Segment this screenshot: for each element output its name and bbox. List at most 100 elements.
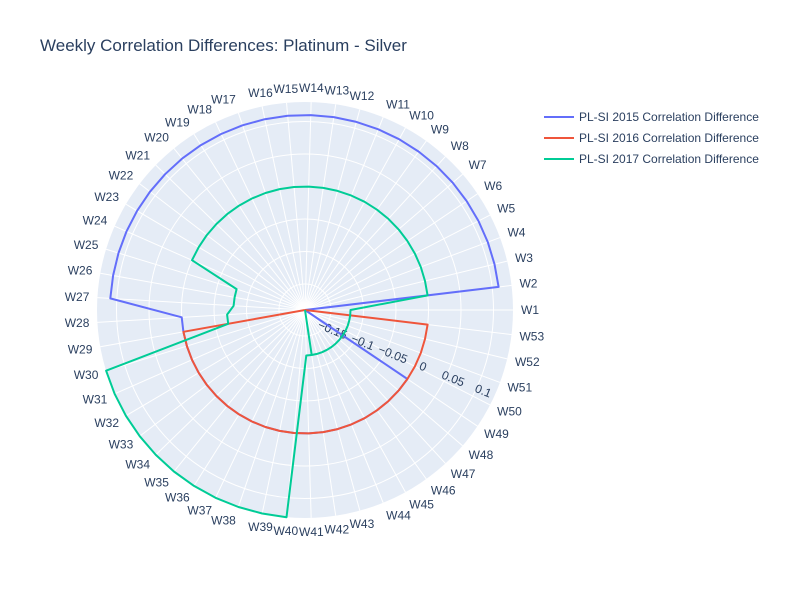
angular-gridline [155, 309, 306, 456]
angular-tick-label: W47 [451, 467, 476, 481]
angular-tick-label: W52 [515, 355, 540, 369]
angular-gridline [304, 109, 361, 311]
legend-item[interactable]: PL-SI 2015 Correlation Difference [544, 110, 759, 124]
angular-tick-label: W7 [469, 158, 487, 172]
angular-tick-label: W6 [484, 179, 502, 193]
angular-gridline [304, 173, 463, 311]
angular-tick-label: W24 [83, 214, 108, 228]
radial-gridline [116, 121, 494, 499]
angular-tick-label: W27 [65, 290, 90, 304]
angular-tick-label: W13 [325, 83, 350, 97]
radial-gridline [148, 153, 462, 467]
series-line [182, 309, 429, 435]
angular-tick-label: W15 [273, 82, 298, 96]
angular-tick-label: W20 [144, 131, 169, 145]
legend-item[interactable]: PL-SI 2017 Correlation Difference [544, 152, 759, 166]
angular-gridline [304, 309, 312, 518]
angular-gridline [237, 309, 306, 508]
angular-tick-label: W48 [469, 448, 494, 462]
angular-tick-label: W10 [409, 109, 434, 123]
angular-tick-label: W12 [350, 89, 375, 103]
angular-gridline [304, 214, 491, 311]
angular-gridline [105, 309, 306, 372]
angular-gridline [100, 272, 306, 311]
angular-tick-label: W4 [507, 226, 525, 240]
angular-gridline [237, 112, 306, 311]
angular-tick-label: W44 [386, 509, 411, 523]
angular-tick-label: W3 [515, 251, 533, 265]
series-line [105, 185, 429, 519]
angular-tick-label: W14 [299, 81, 324, 95]
angular-gridline [304, 309, 427, 480]
chart-title: Weekly Correlation Differences: Platinum… [40, 36, 407, 55]
angular-tick-label: W35 [144, 475, 169, 489]
angular-gridline [261, 309, 306, 514]
angular-tick-label: W25 [74, 238, 99, 252]
angular-tick-label: W30 [74, 368, 99, 382]
angular-tick-label: W22 [109, 168, 134, 182]
angular-gridline [215, 122, 306, 311]
angular-tick-label: W19 [165, 115, 190, 129]
angular-gridline [304, 140, 427, 311]
angular-gridline [304, 104, 337, 311]
angular-tick-label: W39 [248, 520, 273, 534]
angular-tick-label: W28 [65, 316, 90, 330]
data-traces [105, 114, 500, 519]
legend-label: PL-SI 2016 Correlation Difference [579, 131, 759, 145]
angular-gridline [139, 183, 306, 311]
angular-gridline [173, 148, 306, 311]
angular-tick-label: W9 [431, 123, 449, 137]
angular-tick-label: W33 [109, 438, 134, 452]
angular-tick-label: W16 [248, 86, 273, 100]
angular-tick-label: W34 [125, 458, 150, 472]
angular-tick-label: W42 [325, 523, 350, 537]
angular-tick-label: W40 [273, 524, 298, 538]
angular-tick-label: W21 [125, 148, 150, 162]
angular-gridline [286, 309, 306, 518]
angular-tick-label: W29 [68, 342, 93, 356]
angular-gridline [114, 309, 306, 395]
series-3-trace [105, 185, 429, 519]
angular-tick-label: W51 [507, 380, 532, 394]
angular-tick-label: W49 [484, 427, 509, 441]
angular-gridline [304, 309, 406, 493]
angular-tick-label: W37 [187, 503, 212, 517]
angular-tick-label: W11 [386, 97, 410, 111]
angular-gridline [155, 164, 306, 311]
angular-gridline [193, 133, 306, 311]
angular-gridline [304, 102, 312, 311]
angular-gridline [304, 193, 478, 311]
angular-tick-label: W5 [497, 202, 515, 216]
angular-tick-label: W1 [521, 303, 539, 317]
radial-gridline [213, 218, 397, 402]
angular-gridline [304, 309, 446, 464]
angular-tick-label: W45 [409, 497, 434, 511]
legend-label: PL-SI 2017 Correlation Difference [579, 152, 759, 166]
angular-gridline [193, 309, 306, 487]
legend-label: PL-SI 2015 Correlation Difference [579, 110, 759, 124]
angular-gridline [304, 260, 508, 311]
angular-tick-label: W50 [497, 404, 522, 418]
angular-gridline [173, 309, 306, 472]
angular-gridline [286, 102, 306, 311]
angular-gridline [97, 309, 306, 323]
angular-gridline [304, 309, 501, 383]
angular-gridline [215, 309, 306, 498]
angular-gridline [304, 309, 384, 503]
angular-tick-label: W18 [187, 103, 212, 117]
angular-tick-label: W31 [83, 392, 108, 406]
angular-gridline [125, 203, 306, 311]
angular-gridline [304, 237, 501, 311]
angular-gridline [114, 225, 306, 311]
legend-item[interactable]: PL-SI 2016 Correlation Difference [544, 131, 759, 145]
angular-gridline [304, 117, 384, 311]
series-2-trace [182, 309, 429, 435]
angular-tick-label: W36 [165, 491, 190, 505]
angular-tick-label: W8 [451, 139, 469, 153]
angular-gridline [304, 309, 463, 447]
angular-tick-label: W38 [211, 513, 236, 527]
angular-tick-label: W46 [431, 483, 456, 497]
angular-gridline [105, 248, 306, 311]
angular-tick-label: W32 [94, 416, 119, 430]
